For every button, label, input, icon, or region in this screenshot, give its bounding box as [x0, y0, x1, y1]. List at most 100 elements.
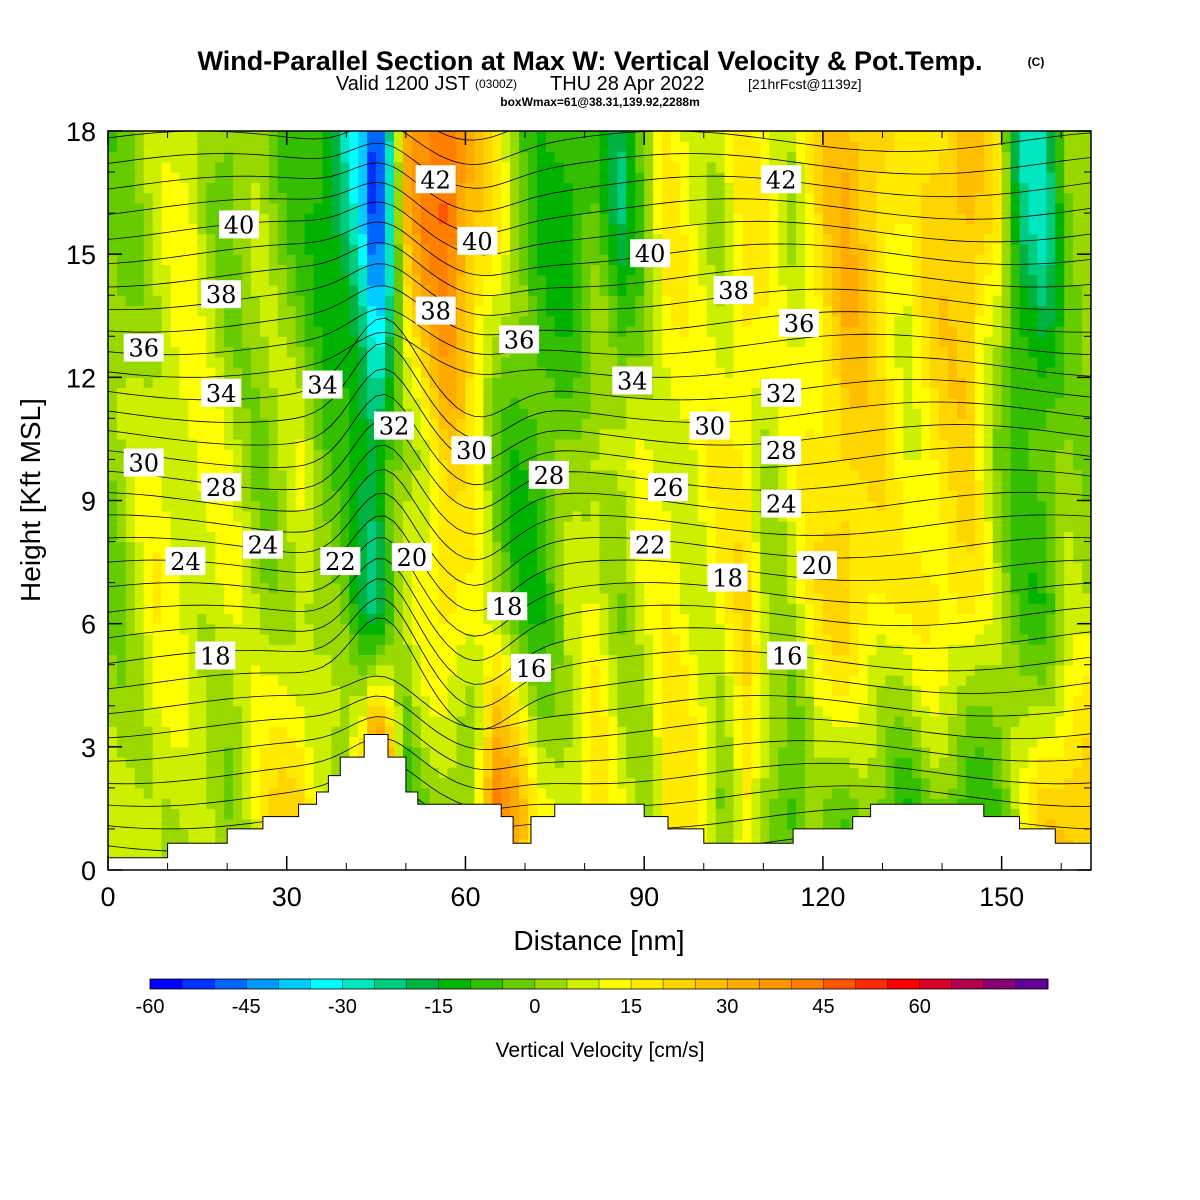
theta-label-text: 40: [462, 228, 493, 256]
theta-label-text: 40: [224, 211, 255, 239]
theta-label-text: 30: [128, 450, 159, 478]
colorbar-swatch: [502, 979, 536, 989]
colorbar-swatch: [631, 979, 664, 989]
theta-label-text: 32: [379, 413, 410, 441]
theta-label: 36: [499, 325, 540, 354]
x-axis: 0 30 60 90 120 150: [100, 131, 1062, 912]
theta-label-text: 22: [325, 548, 356, 576]
colorbar-swatch: [566, 979, 600, 989]
colorbar-swatch: [1015, 979, 1049, 989]
y-tick-label: 12: [66, 363, 96, 393]
plot-area: 42 42 40 40 40 38 38 38 36 36 36 34 34 34 32 32 30 30 30 28…: [108, 131, 1091, 870]
theta-label-text: 28: [534, 462, 565, 490]
theta-label: 18: [487, 592, 528, 621]
x-tick-label: 0: [100, 882, 115, 912]
y-axis-label: Height [Kft MSL]: [15, 398, 46, 602]
theta-label-text: 18: [200, 643, 231, 671]
colorbar-swatch: [406, 979, 439, 989]
colorbar-tick-label: -60: [136, 996, 165, 1018]
colorbar-swatch: [246, 979, 279, 989]
colorbar-tick-label: 45: [812, 996, 834, 1018]
theta-label-text: 34: [617, 367, 648, 395]
colorbar-swatch: [342, 979, 375, 989]
theta-label: 22: [320, 547, 361, 576]
theta-label: 20: [391, 542, 432, 572]
colorbar-tick-label: 15: [620, 996, 642, 1018]
colorbar-swatch: [727, 979, 760, 989]
theta-label: 36: [123, 333, 164, 363]
theta-label-text: 30: [694, 413, 725, 441]
colorbar-swatch: [695, 979, 728, 989]
colorbar-swatch: [278, 979, 311, 989]
x-tick-label: 90: [629, 882, 659, 912]
theta-label: 16: [510, 653, 551, 683]
colorbar-swatch: [182, 979, 215, 989]
colorbar-swatch: [855, 979, 888, 989]
colorbar-swatch: [310, 979, 343, 989]
colorbar-swatch: [599, 979, 632, 989]
colorbar-swatch: [759, 979, 792, 989]
theta-label: 16: [767, 641, 808, 671]
colorbar-tick-label: 60: [909, 996, 931, 1018]
colorbar-swatch: [791, 979, 824, 989]
y-tick-label: 18: [66, 117, 96, 147]
theta-label: 28: [528, 460, 569, 490]
colorbar-label: Vertical Velocity [cm/s]: [496, 1039, 705, 1062]
chart-title: Wind-Parallel Section at Max W: Vertical…: [198, 46, 983, 76]
theta-label: 40: [219, 210, 260, 239]
theta-label-text: 38: [420, 298, 451, 326]
theta-label: 40: [630, 239, 671, 268]
colorbar-swatch: [663, 979, 696, 989]
copyright-mark: (C): [1028, 55, 1045, 69]
theta-label-text: 36: [504, 326, 535, 354]
box-wmax-note: boxWmax=61@38.31,139.92,2288m: [500, 95, 700, 109]
theta-label: 24: [165, 547, 206, 576]
vertical-velocity-field: [108, 131, 1091, 870]
x-tick-label: 120: [800, 882, 845, 912]
theta-label-text: 20: [397, 544, 428, 572]
theta-label: 40: [457, 226, 498, 256]
theta-label: 28: [201, 473, 242, 502]
terrain: [108, 734, 1091, 870]
theta-label: 34: [612, 366, 653, 395]
colorbar-swatch: [919, 979, 953, 989]
colorbar-tick-label: -30: [328, 996, 357, 1018]
y-tick-label: 3: [81, 733, 96, 763]
subtitle-zulu: (0300Z): [475, 77, 517, 91]
subtitle-date: THU 28 Apr 2022: [550, 73, 705, 95]
theta-label: 38: [713, 276, 754, 305]
colorbar-swatch: [983, 979, 1017, 989]
theta-label: 36: [779, 308, 820, 338]
theta-label: 38: [415, 296, 456, 326]
y-tick-label: 0: [81, 856, 96, 886]
y-tick-label: 15: [66, 240, 96, 270]
theta-label-text: 24: [170, 548, 201, 576]
x-tick-label: 60: [450, 882, 480, 912]
theta-label: 28: [761, 436, 802, 465]
y-tick-label: 6: [81, 610, 96, 640]
x-axis-label: Distance [nm]: [513, 925, 684, 956]
theta-label-text: 32: [766, 380, 797, 408]
colorbar-swatch: [470, 979, 504, 989]
theta-label-text: 34: [307, 372, 338, 400]
x-tick-label: 30: [272, 882, 302, 912]
theta-label: 20: [796, 551, 837, 580]
theta-label: 38: [201, 280, 242, 309]
theta-label: 18: [707, 563, 748, 593]
contour-labels: 42 42 40 40 40 38 38 38 36 36 36 34 34 34 32 32 30 30 30 28…: [123, 165, 837, 683]
theta-label: 24: [242, 530, 283, 560]
colorbar-swatch: [374, 979, 407, 989]
theta-label: 34: [302, 370, 343, 400]
theta-label-text: 38: [206, 281, 237, 309]
theta-label-text: 30: [456, 437, 487, 465]
theta-label: 30: [123, 448, 164, 478]
theta-label: 30: [451, 436, 492, 465]
theta-label: 26: [648, 473, 689, 502]
theta-label: 42: [761, 165, 802, 194]
theta-label-text: 18: [712, 565, 743, 593]
colorbar-swatch: [823, 979, 856, 989]
colorbar-tick-label: -15: [424, 996, 453, 1018]
theta-label-text: 16: [772, 643, 803, 671]
theta-label: 34: [201, 378, 242, 408]
